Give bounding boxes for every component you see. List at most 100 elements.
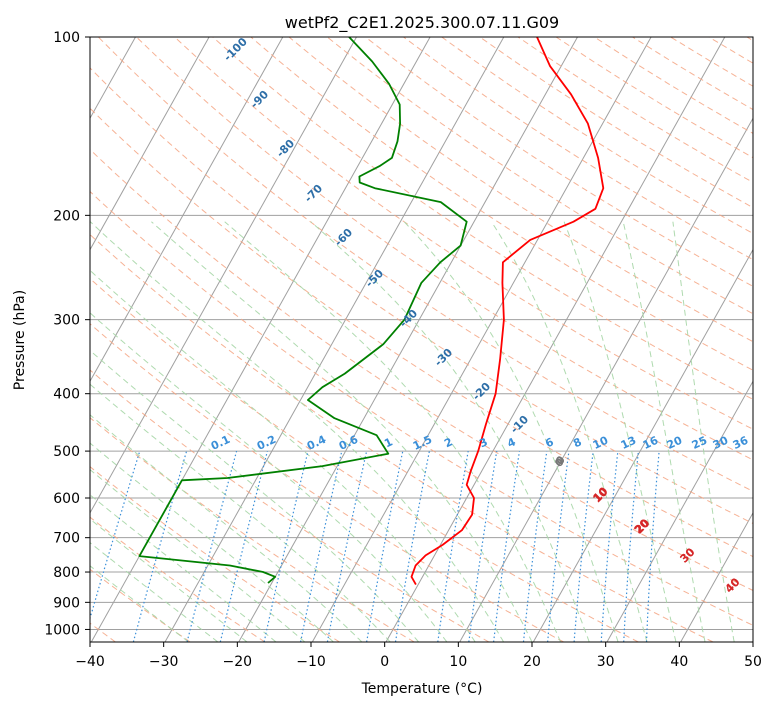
x-tick-label: 0 — [380, 654, 389, 670]
dry-adiabat-line — [90, 107, 753, 558]
moist-adiabat-line — [90, 565, 189, 642]
mixing-ratio-line — [600, 451, 619, 642]
y-tick-label: 500 — [53, 444, 80, 460]
x-tick-label: −40 — [75, 654, 105, 670]
x-tick-label: −20 — [223, 654, 253, 670]
isotherm-line — [90, 37, 210, 251]
moist-adiabat-line — [90, 541, 219, 642]
plot-area — [90, 37, 753, 642]
y-axis: 100 200 300 400 500 600 700 800 900 1000 — [44, 30, 90, 638]
moist-adiabat-line — [90, 494, 277, 642]
dry-adiabat-line — [90, 369, 490, 642]
moist-adiabat-line — [672, 221, 735, 642]
moist-adiabat-line — [151, 221, 533, 642]
dry-adiabat-line — [97, 37, 753, 492]
x-axis: −40 −30 −20 −10 0 10 20 30 40 50 — [75, 642, 762, 670]
mixing-ratio-line — [547, 451, 570, 642]
moist-adiabat-line — [90, 312, 448, 642]
x-tick-label: −30 — [149, 654, 179, 670]
isotherm-line — [680, 511, 753, 642]
mixing-ratio-line — [263, 450, 309, 642]
moist-adiabat-lines — [90, 221, 735, 642]
y-tick-label: 200 — [53, 208, 80, 224]
y-tick-label: 300 — [53, 313, 80, 329]
y-tick-label: 1000 — [44, 622, 80, 638]
dry-adiabat-line — [90, 277, 639, 642]
isotherm-line — [459, 117, 753, 642]
moist-adiabat-line — [90, 383, 391, 642]
isotherm-line — [238, 37, 578, 642]
mixing-ratio-line — [573, 451, 594, 642]
moist-adiabat-line — [224, 221, 562, 642]
x-tick-label: 10 — [449, 654, 467, 670]
temperature-profile — [410, 37, 605, 586]
y-axis-label: Pressure (hPa) — [12, 290, 28, 390]
mixing-ratio-label: 30 — [711, 434, 731, 452]
dry-adiabat-line — [90, 148, 753, 592]
x-tick-label: 40 — [670, 654, 688, 670]
moist-adiabat-line — [622, 221, 706, 642]
mixing-ratio-label: 13 — [619, 434, 638, 452]
plot-background — [90, 37, 753, 642]
plot-frame — [89, 36, 754, 643]
x-axis-label: Temperature (°C) — [361, 681, 483, 697]
x-tick-label: 20 — [523, 654, 541, 670]
mixing-ratio-line — [468, 450, 498, 642]
mixing-ratio-label: 25 — [690, 434, 709, 452]
isobar-lines — [90, 37, 753, 630]
x-tick-label: −10 — [296, 654, 326, 670]
mixing-ratio-line — [522, 451, 548, 642]
isotherm-line — [754, 37, 775, 642]
chart-title: wetPf2_C2E1.2025.300.07.11.G09 — [285, 13, 559, 33]
isotherm-line — [311, 37, 652, 642]
mixing-ratio-line — [219, 450, 268, 642]
isotherm-lines — [0, 37, 775, 642]
isotherm-line — [0, 37, 62, 642]
moist-adiabat-line — [90, 349, 419, 642]
dry-adiabat-line — [90, 67, 753, 525]
dry-adiabat-line — [90, 233, 714, 642]
y-tick-label: 400 — [53, 387, 80, 403]
isotherm-line — [90, 37, 357, 514]
moist-adiabat-line — [90, 518, 248, 642]
isotherm-line — [90, 37, 284, 383]
mixing-ratio-line — [437, 450, 469, 642]
x-tick-label: 30 — [597, 654, 615, 670]
sounding-profiles — [138, 37, 605, 586]
dry-adiabat-line — [288, 37, 753, 343]
isotherm-line — [164, 37, 505, 642]
mixing-ratio-label: 16 — [641, 434, 661, 452]
mixing-ratio-label: 10 — [591, 434, 611, 452]
dry-adiabat-line — [90, 466, 340, 642]
dry-adiabat-lines — [90, 37, 753, 642]
moist-adiabat-line — [90, 269, 476, 642]
dry-adiabat-line — [90, 190, 753, 626]
y-tick-label: 100 — [53, 30, 80, 46]
isotherm-line — [606, 380, 753, 642]
moist-adiabat-line — [90, 469, 306, 642]
mixing-ratio-label: 36 — [731, 434, 751, 452]
dry-adiabat-line — [90, 323, 564, 642]
y-tick-label: 700 — [53, 531, 80, 547]
dry-adiabat-line — [90, 568, 191, 642]
mixing-ratio-line — [300, 450, 343, 642]
dry-adiabat-line — [250, 37, 753, 371]
moist-adiabat-line — [90, 221, 505, 642]
y-tick-label: 900 — [53, 595, 80, 611]
y-tick-label: 600 — [53, 491, 80, 507]
x-tick-label: 50 — [744, 654, 762, 670]
moist-adiabat-line — [563, 221, 677, 642]
isotherm-line — [385, 37, 726, 642]
mixing-ratio-label: 20 — [665, 434, 685, 452]
moist-adiabat-line — [90, 414, 363, 642]
dewpoint-profile — [138, 37, 468, 584]
mixing-ratio-line — [493, 451, 521, 642]
y-tick-label: 800 — [53, 565, 80, 581]
dry-adiabat-line — [136, 37, 753, 461]
dry-adiabat-line — [90, 516, 266, 642]
mixing-ratio-line — [90, 450, 141, 621]
isotherm-line — [532, 248, 753, 642]
moist-adiabat-line — [310, 221, 590, 642]
